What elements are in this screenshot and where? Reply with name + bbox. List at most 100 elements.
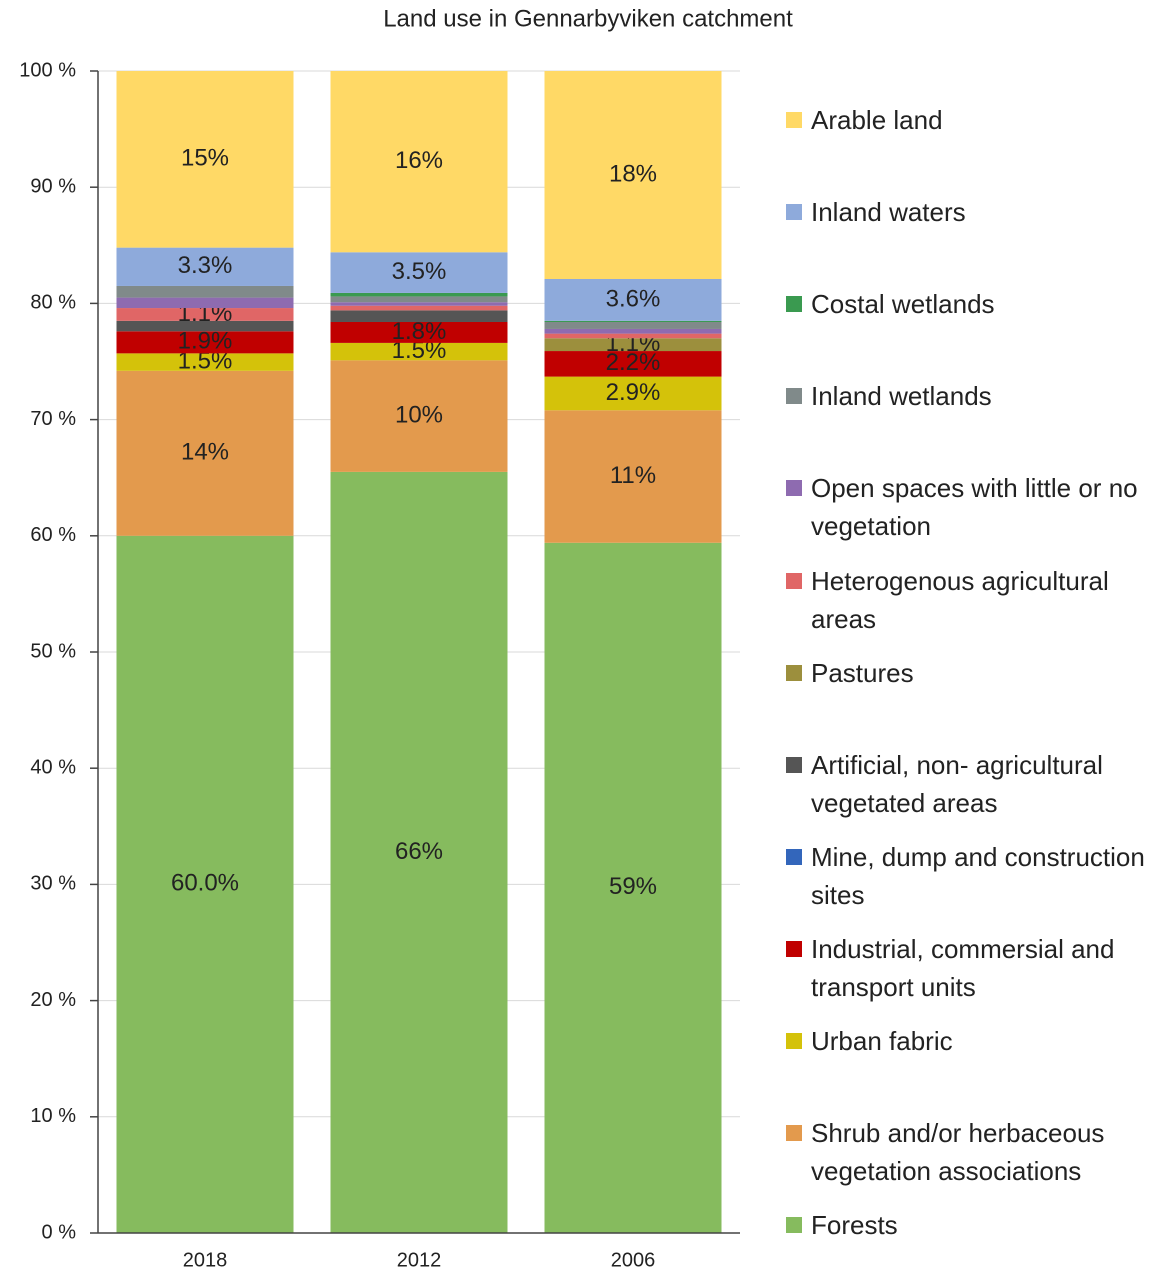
legend-swatch bbox=[786, 572, 802, 589]
bar-segment bbox=[544, 321, 722, 329]
bar-segment bbox=[544, 542, 722, 1233]
legend-swatch bbox=[786, 388, 802, 405]
legend-swatch bbox=[786, 1217, 802, 1234]
legend-label: Artificial, non- agricultural vegetated … bbox=[811, 749, 1103, 818]
bar-segment bbox=[116, 308, 294, 321]
legend-item: Urban fabric bbox=[786, 1022, 1161, 1060]
bar-segment bbox=[330, 342, 508, 361]
bar-segment bbox=[116, 370, 294, 536]
legend-label: Forests bbox=[811, 1210, 898, 1241]
legend-swatch bbox=[786, 204, 802, 221]
legend-swatch bbox=[786, 480, 802, 497]
bar-segment bbox=[544, 320, 722, 322]
data-label: 2.9% bbox=[606, 379, 661, 406]
legend-item: Forests bbox=[786, 1206, 1161, 1244]
data-label: 1.9% bbox=[178, 328, 233, 355]
legend-item: Shrub and/or herbaceous vegetation assoc… bbox=[786, 1114, 1161, 1190]
legend-swatch bbox=[786, 848, 802, 865]
bar-segment bbox=[330, 360, 508, 472]
bar-segment bbox=[116, 331, 294, 354]
bar-segment bbox=[116, 535, 294, 1233]
legend-swatch bbox=[786, 940, 802, 957]
y-tick-label: 30 % bbox=[30, 873, 76, 895]
legend-item: Artificial, non- agricultural vegetated … bbox=[786, 746, 1161, 822]
legend-item: Pastures bbox=[786, 654, 1161, 692]
bar-segment bbox=[330, 302, 508, 306]
bar-segment bbox=[330, 292, 508, 297]
bar-segment bbox=[116, 353, 294, 371]
data-label: 59% bbox=[609, 873, 657, 900]
data-label: 3.5% bbox=[392, 258, 447, 285]
bar-segment bbox=[544, 376, 722, 411]
bar-segment bbox=[330, 310, 508, 322]
bar-segment bbox=[330, 296, 508, 303]
data-label: 3.3% bbox=[178, 252, 233, 279]
data-label: 16% bbox=[395, 147, 443, 174]
chart-title: Land use in Gennarbyviken catchment bbox=[383, 5, 793, 32]
legend-label: Mine, dump and construction sites bbox=[811, 841, 1145, 910]
bar-segment bbox=[330, 321, 508, 343]
legend-item: Inland waters bbox=[786, 193, 1161, 231]
data-label: 18% bbox=[609, 160, 657, 187]
y-tick-label: 40 % bbox=[30, 756, 76, 778]
legend-item: Open spaces with little or no vegetation bbox=[786, 469, 1161, 545]
bar-segment bbox=[116, 297, 294, 309]
data-label: 2.2% bbox=[606, 349, 661, 376]
data-label: 1.8% bbox=[392, 318, 447, 345]
legend-label: Open spaces with little or no vegetation bbox=[811, 473, 1138, 542]
legend-label: Costal wetlands bbox=[811, 289, 995, 320]
bar-segment bbox=[116, 320, 294, 332]
y-tick-label: 20 % bbox=[30, 989, 76, 1011]
x-tick-label: 2012 bbox=[397, 1249, 442, 1271]
legend-item: Heterogenous agricultural areas bbox=[786, 562, 1161, 638]
legend-item: Costal wetlands bbox=[786, 285, 1161, 323]
legend-label: Pastures bbox=[811, 657, 914, 688]
y-tick-label: 80 % bbox=[30, 292, 76, 314]
bar-segment bbox=[544, 333, 722, 339]
data-label: 14% bbox=[181, 439, 229, 466]
data-label: 60.0% bbox=[171, 870, 239, 897]
legend-label: Industrial, commersial and transport uni… bbox=[811, 933, 1115, 1002]
bar-segment bbox=[544, 338, 722, 352]
legend-label: Arable land bbox=[811, 105, 943, 135]
data-label: 66% bbox=[395, 838, 443, 865]
bar-segment bbox=[544, 351, 722, 377]
bar-segment bbox=[330, 252, 508, 293]
bar-segment bbox=[544, 328, 722, 334]
legend-swatch bbox=[786, 1033, 802, 1049]
legend-item: Arable land bbox=[786, 101, 1161, 139]
bar-segment bbox=[330, 471, 508, 1233]
x-tick-label: 2018 bbox=[183, 1249, 228, 1271]
bar-segment bbox=[544, 71, 722, 279]
bar-segment bbox=[116, 71, 294, 248]
legend-item: Mine, dump and construction sites bbox=[786, 838, 1161, 914]
legend-swatch bbox=[786, 112, 802, 128]
legend-swatch bbox=[786, 296, 802, 313]
data-label: 10% bbox=[395, 401, 443, 428]
legend-swatch bbox=[786, 1125, 802, 1142]
data-label: 15% bbox=[181, 145, 229, 172]
y-tick-label: 60 % bbox=[30, 524, 76, 546]
legend-label: Shrub and/or herbaceous vegetation assoc… bbox=[811, 1118, 1105, 1187]
y-tick-label: 100 % bbox=[19, 59, 76, 81]
y-tick-label: 10 % bbox=[30, 1105, 76, 1127]
bar-segment bbox=[330, 305, 508, 311]
legend-label: Inland waters bbox=[811, 197, 966, 228]
bar-segment bbox=[544, 410, 722, 543]
legend-swatch bbox=[786, 756, 802, 773]
bar-segment bbox=[116, 247, 294, 286]
legend-label: Urban fabric bbox=[811, 1026, 953, 1056]
legend-swatch bbox=[786, 664, 802, 681]
y-tick-label: 70 % bbox=[30, 408, 76, 430]
legend-item: Inland wetlands bbox=[786, 377, 1161, 415]
legend-label: Inland wetlands bbox=[811, 381, 992, 412]
bar-segment bbox=[330, 71, 508, 253]
legend-item: Industrial, commersial and transport uni… bbox=[786, 930, 1161, 1006]
data-label: 11% bbox=[610, 462, 656, 489]
legend-label: Heterogenous agricultural areas bbox=[811, 565, 1109, 634]
y-tick-label: 50 % bbox=[30, 640, 76, 662]
bar-segment bbox=[116, 285, 294, 298]
data-label: 3.6% bbox=[606, 285, 661, 312]
